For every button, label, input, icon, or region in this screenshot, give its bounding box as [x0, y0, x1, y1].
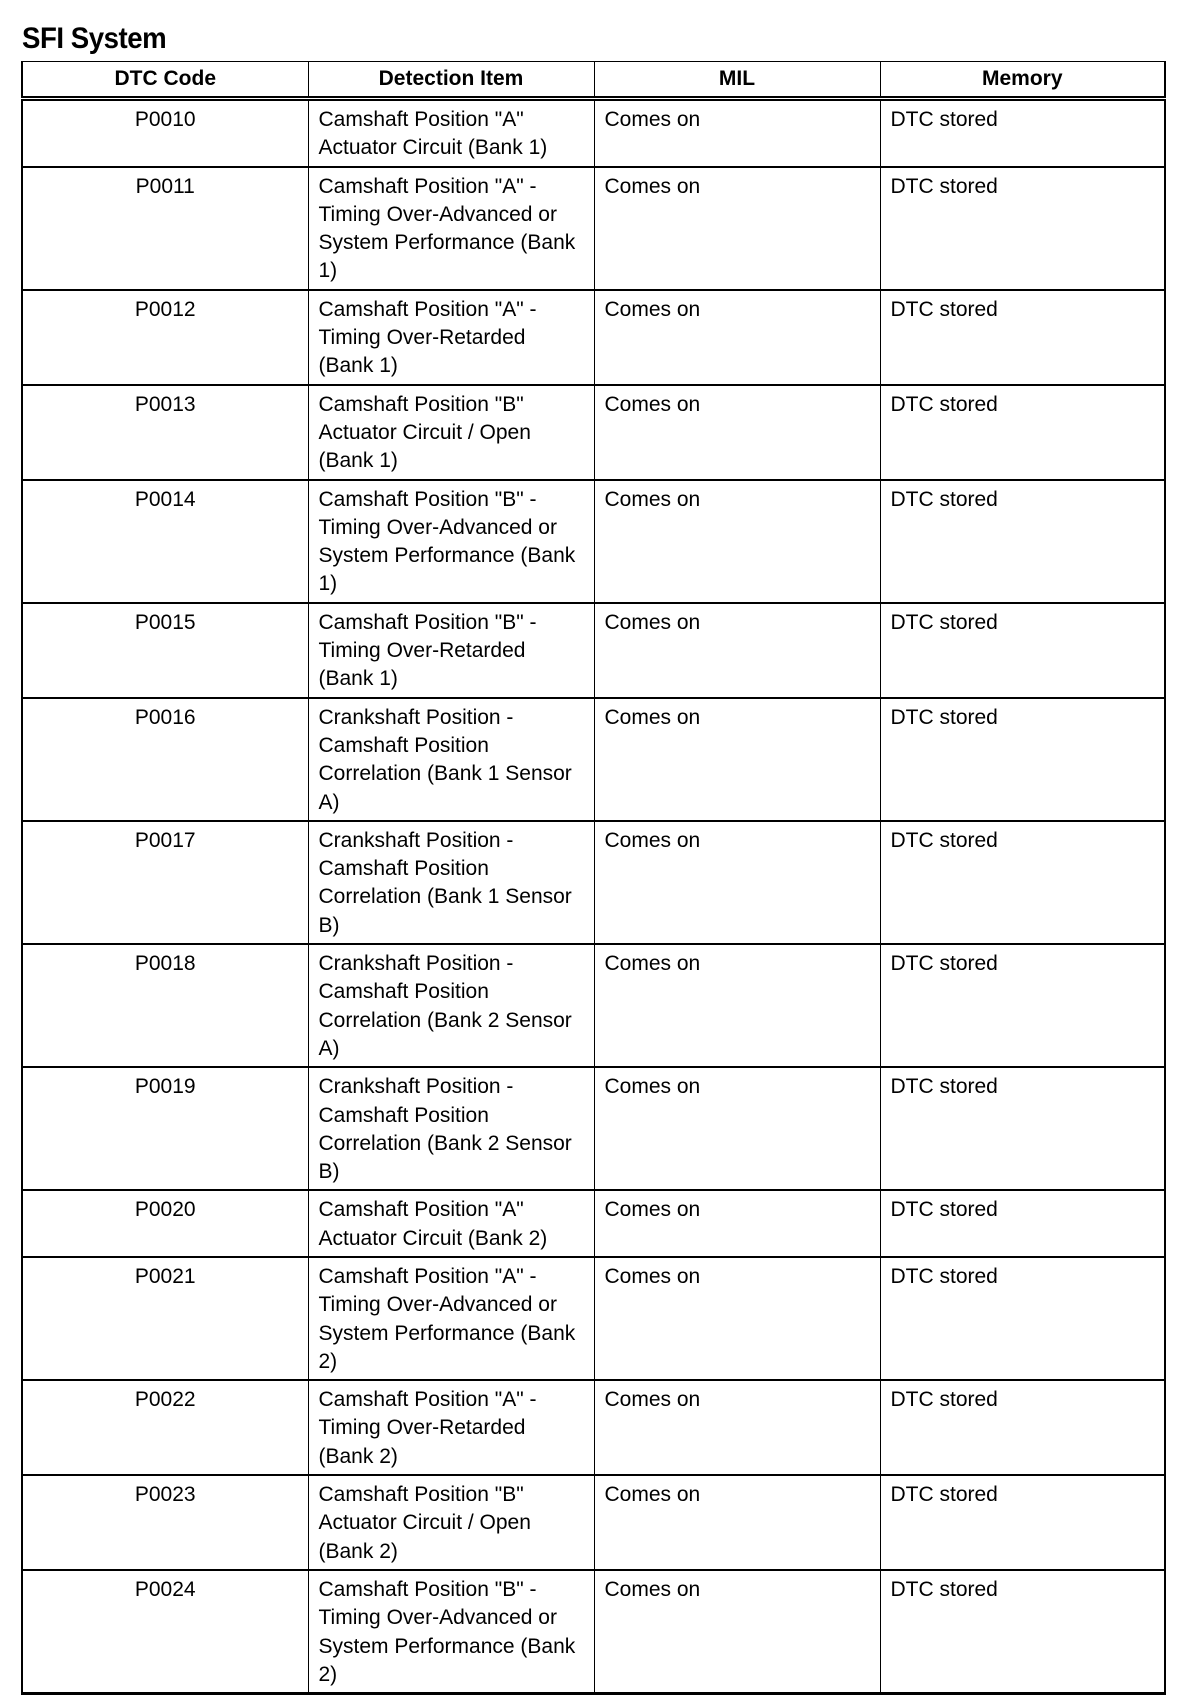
detection-item-cell: Crankshaft Position - Camshaft Position …	[307, 820, 595, 946]
table-row: P0021 Camshaft Position "A" - Timing Over…	[21, 1256, 1166, 1382]
detection-item-cell: Crankshaft Position - Camshaft Position …	[307, 1067, 595, 1192]
table-row: P0020 Camshaft Position "A" Actuator Circ…	[21, 1190, 1166, 1258]
memory-cell: DTC stored	[879, 98, 1166, 168]
detection-item-cell: Camshaft Position "A" - Timing Over-Reta…	[307, 1380, 595, 1477]
memory-cell: DTC stored	[879, 944, 1166, 1069]
mil-cell: Comes on	[593, 1067, 881, 1192]
memory-cell: DTC stored	[879, 289, 1166, 386]
dtc-code-cell: P0020	[21, 1190, 309, 1258]
mil-cell: Comes on	[593, 1256, 881, 1382]
memory-cell: DTC stored	[879, 820, 1166, 946]
mil-cell: Comes on	[593, 944, 881, 1069]
detection-item-cell: Crankshaft Position - Camshaft Position …	[307, 944, 595, 1069]
detection-item-cell: Camshaft Position "A" Actuator Circuit (…	[307, 98, 595, 168]
detection-item-cell: Crankshaft Position - Camshaft Position …	[307, 697, 595, 822]
detection-item-cell: Camshaft Position "B" Actuator Circuit /…	[307, 384, 595, 481]
memory-cell: DTC stored	[879, 1190, 1166, 1258]
memory-cell: DTC stored	[879, 166, 1166, 291]
mil-cell: Comes on	[593, 1380, 881, 1477]
detection-item-cell: Camshaft Position "B" Actuator Circuit /…	[307, 1475, 595, 1571]
table-row: P0019 Crankshaft Position - Camshaft Posi…	[21, 1067, 1166, 1192]
detection-item-cell: Camshaft Position "A" - Timing Over-Adva…	[307, 166, 595, 291]
table-row: P0024 Camshaft Position "B" - Timing Over…	[21, 1569, 1166, 1696]
detection-item-cell: Camshaft Position "B" - Timing Over-Reta…	[307, 602, 595, 699]
memory-cell: DTC stored	[879, 1256, 1166, 1382]
detection-item-cell: Camshaft Position "A" Actuator Circuit (…	[307, 1190, 595, 1258]
dtc-code-cell: P0022	[21, 1380, 309, 1477]
memory-cell: DTC stored	[879, 1569, 1166, 1696]
detection-item-cell: Camshaft Position "A" - Timing Over-Adva…	[307, 1256, 595, 1382]
dtc-code-cell: P0018	[21, 944, 309, 1069]
mil-cell: Comes on	[593, 1190, 881, 1258]
dtc-code-cell: P0024	[21, 1569, 309, 1696]
table-row: P0014 Camshaft Position "B" - Timing Over…	[21, 479, 1166, 604]
mil-cell: Comes on	[593, 166, 881, 291]
dtc-code-cell: P0015	[21, 602, 309, 699]
dtc-code-cell: P0021	[21, 1256, 309, 1382]
memory-cell: DTC stored	[879, 384, 1166, 481]
page-title: SFI System	[22, 22, 167, 55]
memory-cell: DTC stored	[879, 1475, 1166, 1571]
mil-cell: Comes on	[593, 289, 881, 386]
dtc-code-cell: P0023	[21, 1475, 309, 1571]
column-header-mil: MIL	[593, 61, 881, 101]
memory-cell: DTC stored	[879, 1380, 1166, 1477]
table-row: P0015 Camshaft Position "B" - Timing Over…	[21, 602, 1166, 699]
column-header-memory: Memory	[879, 61, 1166, 101]
table-row: P0010 Camshaft Position "A" Actuator Circ…	[21, 98, 1166, 168]
mil-cell: Comes on	[593, 479, 881, 604]
mil-cell: Comes on	[593, 602, 881, 699]
mil-cell: Comes on	[593, 697, 881, 822]
mil-cell: Comes on	[593, 384, 881, 481]
table-row: P0023 Camshaft Position "B" Actuator Circ…	[21, 1475, 1166, 1571]
table-row: P0018 Crankshaft Position - Camshaft Posi…	[21, 944, 1166, 1069]
table-row: P0017 Crankshaft Position - Camshaft Posi…	[21, 820, 1166, 946]
table-row: P0013 Camshaft Position "B" Actuator Circ…	[21, 384, 1166, 481]
memory-cell: DTC stored	[879, 697, 1166, 822]
dtc-table: DTC Code Detection Item MIL Memory P0010…	[21, 61, 1166, 1696]
column-header-detection-item: Detection Item	[307, 61, 595, 101]
mil-cell: Comes on	[593, 820, 881, 946]
dtc-code-cell: P0017	[21, 820, 309, 946]
table-header-row: DTC Code Detection Item MIL Memory	[21, 61, 1166, 101]
dtc-code-cell: P0012	[21, 289, 309, 386]
dtc-code-cell: P0013	[21, 384, 309, 481]
dtc-code-cell: P0019	[21, 1067, 309, 1192]
column-header-dtc-code: DTC Code	[21, 61, 309, 101]
memory-cell: DTC stored	[879, 479, 1166, 604]
table-row: P0016 Crankshaft Position - Camshaft Posi…	[21, 697, 1166, 822]
detection-item-cell: Camshaft Position "B" - Timing Over-Adva…	[307, 1569, 595, 1696]
mil-cell: Comes on	[593, 98, 881, 168]
dtc-code-cell: P0014	[21, 479, 309, 604]
memory-cell: DTC stored	[879, 1067, 1166, 1192]
mil-cell: Comes on	[593, 1569, 881, 1696]
table-row: P0012 Camshaft Position "A" - Timing Over…	[21, 289, 1166, 386]
dtc-code-cell: P0016	[21, 697, 309, 822]
detection-item-cell: Camshaft Position "A" - Timing Over-Reta…	[307, 289, 595, 386]
table-row: P0022 Camshaft Position "A" - Timing Over…	[21, 1380, 1166, 1477]
mil-cell: Comes on	[593, 1475, 881, 1571]
memory-cell: DTC stored	[879, 602, 1166, 699]
dtc-code-cell: P0011	[21, 166, 309, 291]
detection-item-cell: Camshaft Position "B" - Timing Over-Adva…	[307, 479, 595, 604]
table-row: P0011 Camshaft Position "A" - Timing Over…	[21, 166, 1166, 291]
dtc-code-cell: P0010	[21, 98, 309, 168]
